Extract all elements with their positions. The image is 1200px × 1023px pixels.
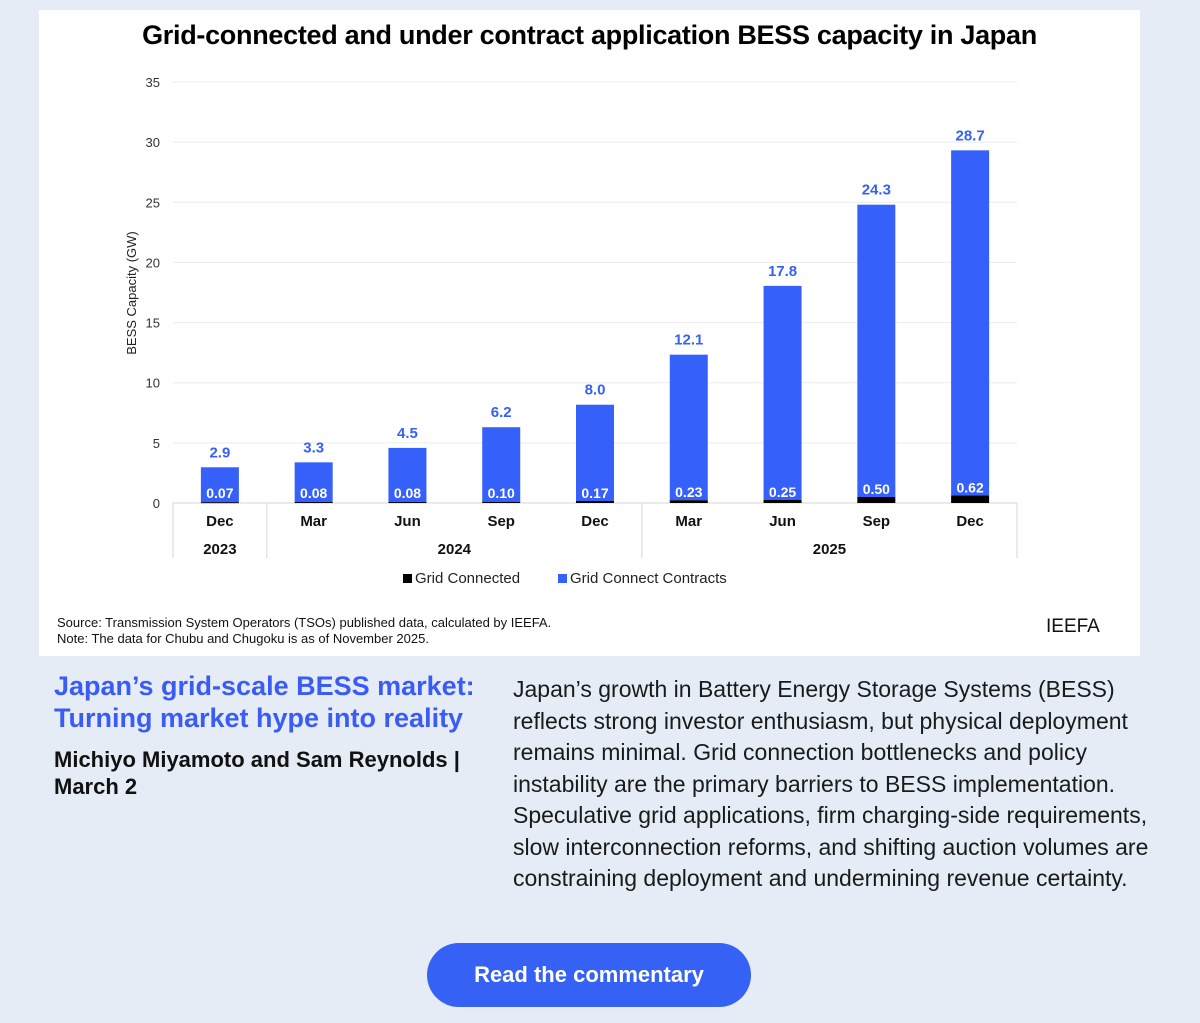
year-label: 2023 [203, 541, 236, 558]
x-tick-label: Jun [394, 513, 421, 530]
x-tick-label: Dec [956, 513, 984, 530]
bar-grid-connected [763, 499, 802, 503]
data-label-connected: 0.23 [675, 484, 702, 500]
data-label-contracts: 28.7 [956, 127, 985, 144]
data-label-contracts: 3.3 [303, 439, 324, 456]
bar-grid-connect-contracts [294, 462, 333, 503]
y-tick-label: 35 [146, 75, 160, 90]
data-label-connected: 0.08 [300, 485, 327, 501]
y-tick-label: 15 [146, 316, 160, 331]
note-text: Note: The data for Chubu and Chugoku is … [57, 631, 429, 646]
year-label: 2025 [813, 541, 846, 558]
y-tick-label: 5 [153, 436, 160, 451]
data-label-connected: 0.25 [769, 484, 796, 500]
bar-grid-connected [482, 501, 521, 503]
brand-label: IEEFA [1046, 616, 1100, 637]
data-label-contracts: 17.8 [768, 263, 797, 280]
legend-label: Grid Connected [415, 570, 520, 587]
bar-grid-connected [576, 500, 614, 503]
bar-grid-connect-contracts [482, 427, 521, 502]
y-tick-label: 10 [146, 376, 160, 391]
y-tick-label: 30 [146, 135, 160, 150]
x-tick-label: Dec [581, 513, 609, 530]
bar-grid-connect-contracts [951, 150, 990, 496]
source-text: Source: Transmission System Operators (T… [57, 615, 552, 630]
data-label-contracts: 8.0 [585, 382, 606, 399]
bar-grid-connected [388, 502, 427, 504]
data-label-contracts: 6.2 [491, 404, 512, 421]
data-label-connected: 0.62 [956, 480, 983, 496]
data-label-connected: 0.07 [206, 485, 233, 501]
data-label-contracts: 2.9 [209, 444, 230, 461]
article-byline: Michiyo Miyamoto and Sam Reynolds | Marc… [54, 747, 460, 799]
year-label: 2024 [438, 541, 472, 558]
data-label-connected: 0.10 [488, 485, 515, 501]
bar-grid-connect-contracts [857, 204, 896, 497]
x-tick-label: Jun [769, 513, 796, 530]
bar-grid-connected [669, 500, 708, 503]
data-label-connected: 0.08 [394, 485, 421, 501]
article-summary: Japan’s growth in Battery Energy Storage… [513, 676, 1149, 891]
data-label-contracts: 24.3 [862, 182, 891, 199]
y-tick-label: 0 [153, 496, 160, 511]
x-tick-label: Sep [487, 513, 515, 530]
bar-grid-connect-contracts [669, 354, 708, 501]
legend-label: Grid Connect Contracts [570, 570, 727, 587]
y-axis-label: BESS Capacity (GW) [124, 231, 139, 355]
x-tick-label: Dec [206, 513, 234, 530]
bar-grid-connected [294, 502, 333, 504]
bar-grid-connect-contracts [388, 447, 427, 503]
x-tick-label: Mar [300, 513, 327, 530]
data-label-connected: 0.50 [863, 481, 890, 497]
y-tick-label: 20 [146, 255, 160, 270]
chart-title: Grid-connected and under contract applic… [142, 20, 1037, 50]
bar-grid-connect-contracts [763, 285, 802, 500]
bar-grid-connect-contracts [200, 467, 239, 503]
data-label-connected: 0.17 [581, 485, 608, 501]
chart-source: Source: Transmission System Operators (T… [57, 615, 551, 647]
x-tick-label: Sep [863, 513, 891, 530]
legend-swatch-grid-connected [403, 574, 412, 583]
bar-grid-connected [200, 502, 239, 504]
bar-grid-connected [857, 496, 896, 503]
read-commentary-button[interactable]: Read the commentary [427, 943, 751, 1007]
bar-grid-connected [951, 495, 990, 503]
article-title[interactable]: Japan’s grid-scale BESS market: Turning … [54, 671, 475, 733]
x-tick-label: Mar [675, 513, 702, 530]
legend-swatch-contracts [558, 574, 567, 583]
bar-grid-connect-contracts [576, 404, 614, 501]
data-label-contracts: 12.1 [674, 332, 703, 349]
data-label-contracts: 4.5 [397, 425, 418, 442]
y-tick-label: 25 [146, 195, 160, 210]
